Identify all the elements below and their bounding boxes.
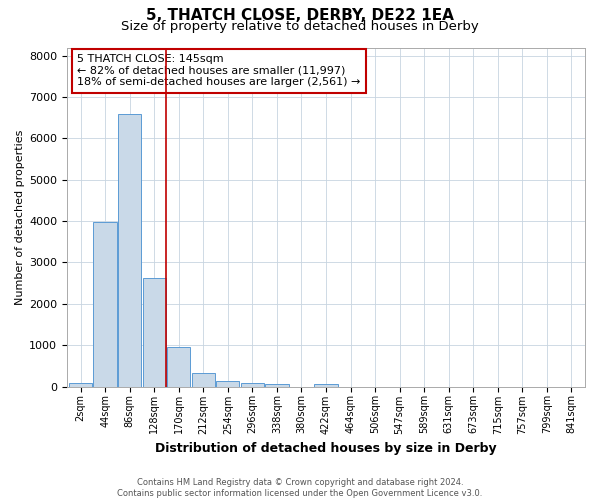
Bar: [265, 384, 289, 386]
Bar: [314, 384, 338, 386]
Bar: [167, 347, 190, 387]
Bar: [143, 278, 166, 386]
Bar: [94, 222, 117, 386]
Y-axis label: Number of detached properties: Number of detached properties: [15, 130, 25, 304]
Text: Contains HM Land Registry data © Crown copyright and database right 2024.
Contai: Contains HM Land Registry data © Crown c…: [118, 478, 482, 498]
Bar: [191, 373, 215, 386]
Text: 5 THATCH CLOSE: 145sqm
← 82% of detached houses are smaller (11,997)
18% of semi: 5 THATCH CLOSE: 145sqm ← 82% of detached…: [77, 54, 361, 88]
Bar: [118, 114, 141, 386]
Bar: [241, 383, 264, 386]
Bar: [216, 381, 239, 386]
Bar: [69, 384, 92, 386]
X-axis label: Distribution of detached houses by size in Derby: Distribution of detached houses by size …: [155, 442, 497, 455]
Text: Size of property relative to detached houses in Derby: Size of property relative to detached ho…: [121, 20, 479, 33]
Text: 5, THATCH CLOSE, DERBY, DE22 1EA: 5, THATCH CLOSE, DERBY, DE22 1EA: [146, 8, 454, 22]
